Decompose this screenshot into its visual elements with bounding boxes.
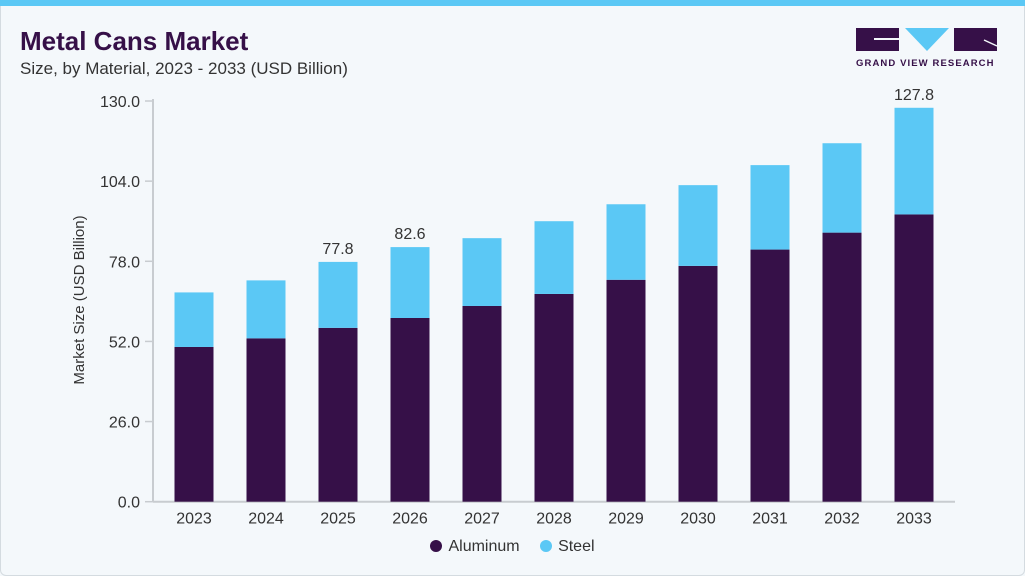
accent-bar (0, 0, 1025, 6)
bar-aluminum-2026 (390, 317, 430, 502)
legend-swatch-aluminum (430, 540, 443, 552)
legend-label-aluminum: Aluminum (448, 538, 520, 555)
bar-steel-2025 (318, 261, 358, 328)
bar-steel-2028 (534, 221, 574, 294)
x-tick-label: 2033 (896, 511, 932, 528)
bar-aluminum-2031 (750, 249, 790, 502)
bar-aluminum-2023 (174, 346, 214, 502)
data-label-2025: 77.8 (322, 241, 353, 258)
y-tick-label: 26.0 (109, 415, 140, 432)
data-label-2033: 127.8 (894, 87, 934, 104)
legend-item-aluminum[interactable]: Aluminum (430, 538, 520, 555)
bar-aluminum-2025 (318, 327, 358, 502)
bar-steel-2027 (462, 238, 502, 306)
x-tick-label: 2031 (752, 511, 788, 528)
bar-aluminum-2024 (246, 338, 286, 502)
grand-view-research-logo (856, 28, 998, 51)
bar-aluminum-2027 (462, 305, 502, 502)
y-axis-title: Market Size (USD Billion) (71, 215, 88, 384)
bar-steel-2031 (750, 165, 790, 250)
x-tick-label: 2025 (320, 511, 356, 528)
bar-steel-2026 (390, 247, 430, 318)
bar-steel-2032 (822, 143, 862, 233)
bar-aluminum-2029 (606, 279, 646, 502)
y-tick-label: 130.0 (100, 94, 140, 111)
bar-steel-2023 (174, 292, 214, 347)
chart-subtitle: Size, by Material, 2023 - 2033 (USD Bill… (20, 59, 348, 78)
x-tick-label: 2028 (536, 511, 572, 528)
bar-aluminum-2033 (894, 214, 934, 502)
bar-aluminum-2032 (822, 232, 862, 502)
y-tick-label: 104.0 (100, 174, 140, 191)
x-tick-label: 2026 (392, 511, 428, 528)
legend-label-steel: Steel (558, 538, 595, 555)
bar-steel-2029 (606, 204, 646, 280)
bar-steel-2033 (894, 107, 934, 215)
bar-aluminum-2028 (534, 293, 574, 502)
x-tick-label: 2030 (680, 511, 716, 528)
legend-item-steel[interactable]: Steel (540, 538, 595, 555)
x-tick-label: 2032 (824, 511, 860, 528)
legend-swatch-steel (540, 540, 553, 552)
bar-steel-2024 (246, 280, 286, 339)
bar-steel-2030 (678, 185, 718, 266)
x-tick-label: 2027 (464, 511, 500, 528)
y-tick-label: 78.0 (109, 254, 140, 271)
x-tick-label: 2024 (248, 511, 284, 528)
logo-text: GRAND VIEW RESEARCH (856, 58, 995, 69)
y-tick-label: 52.0 (109, 334, 140, 351)
chart-title: Metal Cans Market (20, 26, 249, 56)
bar-aluminum-2030 (678, 265, 718, 502)
x-tick-label: 2023 (176, 511, 212, 528)
data-label-2026: 82.6 (394, 226, 425, 243)
y-tick-label: 0.0 (118, 495, 140, 512)
legend: Aluminum Steel (0, 538, 1025, 556)
x-tick-label: 2029 (608, 511, 644, 528)
